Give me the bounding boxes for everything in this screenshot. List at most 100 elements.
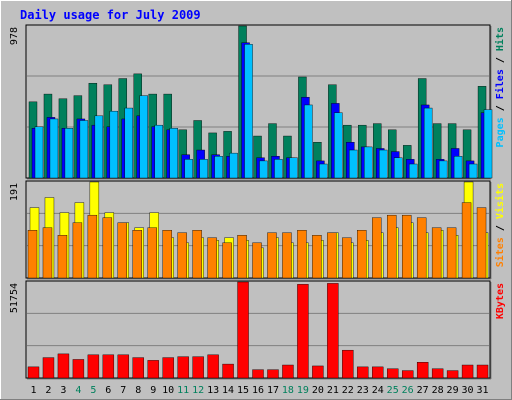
kbytes-bar	[431, 368, 444, 379]
day-label: 30	[462, 385, 474, 396]
kbytes-bar	[372, 366, 384, 379]
sites-bar	[461, 202, 472, 279]
sites-bar	[72, 222, 83, 279]
kbytes-bar	[27, 366, 40, 379]
visits-panel-max-tick-label: 191	[9, 183, 20, 201]
sites-bar	[416, 217, 427, 279]
kbytes-bar	[117, 354, 130, 379]
day-label: 22	[342, 385, 354, 396]
day-axis-labels: 1 2 3 4 5 6 7 8 9 10 11 12 13 14 15 16 17 18 19 20 21 22 23 24 2…	[30, 385, 488, 396]
day-label: 31	[476, 385, 488, 396]
pages-bar	[349, 149, 358, 179]
sites-bar	[102, 217, 113, 279]
kbytes-bar	[222, 363, 234, 379]
day-label: 6	[105, 385, 111, 396]
pages-bar	[79, 120, 89, 179]
sites-bar	[177, 232, 187, 279]
day-label: 26	[402, 385, 414, 396]
pages-bar	[109, 110, 119, 179]
pages-bar	[49, 118, 59, 179]
sites-bar	[387, 214, 397, 279]
legend-pages: Pages	[495, 117, 506, 147]
sites-bar	[147, 227, 157, 279]
kbytes-bar	[461, 364, 474, 379]
kbytes-panel-legend: KBytes	[495, 283, 506, 319]
kbytes-bar	[87, 354, 100, 379]
day-label: 16	[252, 385, 264, 396]
sites-bar	[117, 222, 128, 279]
legend-sites: Sites	[494, 237, 506, 267]
legend-separator: /	[495, 99, 506, 117]
day-label: 24	[372, 385, 384, 396]
kbytes-bar	[237, 281, 249, 379]
day-label: 3	[60, 385, 66, 396]
sites-bar	[252, 242, 262, 279]
pages-bar	[379, 149, 388, 179]
pages-bar	[214, 156, 223, 179]
kbytes-bar	[357, 366, 369, 379]
sites-bar	[312, 235, 322, 279]
sites-bar	[431, 227, 442, 279]
kbytes-bar	[282, 364, 294, 379]
kbytes-bar	[476, 364, 489, 379]
chart-title: Daily usage for July 2009	[20, 8, 201, 22]
sites-bar	[192, 230, 202, 279]
hits-panel-max-tick-label: 978	[9, 27, 20, 45]
pages-bar	[199, 159, 208, 179]
sites-bar	[446, 227, 457, 279]
legend-separator: /	[495, 219, 506, 237]
pages-bar	[184, 159, 193, 179]
day-label: 10	[162, 385, 174, 396]
legend-kbytes: KBytes	[495, 283, 506, 319]
pages-bar	[334, 112, 343, 179]
day-label: 18	[282, 385, 294, 396]
day-label: 15	[237, 385, 249, 396]
day-label: 28	[432, 385, 444, 396]
sites-bar	[207, 237, 217, 279]
kbytes-bar	[327, 283, 339, 379]
sites-bar	[297, 230, 307, 279]
kbytes-bar	[162, 357, 174, 379]
day-label: 17	[267, 385, 279, 396]
day-label: 5	[90, 385, 96, 396]
visits-panel-legend: Sites / Visits	[494, 183, 506, 267]
day-label: 19	[297, 385, 309, 396]
sites-bar	[222, 242, 232, 279]
pages-bar	[259, 160, 268, 179]
kbytes-bar	[72, 359, 85, 379]
sites-bar	[476, 207, 487, 279]
pages-bar	[423, 107, 433, 179]
day-label: 8	[135, 385, 141, 396]
day-label: 14	[222, 385, 234, 396]
pages-bar	[364, 146, 373, 179]
day-label: 4	[75, 385, 81, 396]
kbytes-bar	[102, 354, 115, 379]
kbytes-bar	[416, 362, 429, 379]
sites-bar	[27, 230, 38, 279]
pages-bar	[408, 163, 418, 179]
kbytes-bar	[207, 354, 219, 379]
day-label: 2	[45, 385, 51, 396]
sites-bar	[42, 227, 53, 279]
pages-bar	[64, 128, 74, 179]
pages-bar	[453, 156, 463, 179]
pages-bar	[169, 128, 178, 179]
day-label: 7	[120, 385, 126, 396]
kbytes-bar	[342, 349, 354, 379]
legend-files: Files	[494, 69, 506, 99]
sites-bar	[132, 230, 142, 279]
day-label: 13	[207, 385, 219, 396]
pages-bar	[468, 163, 478, 179]
legend-hits: Hits	[494, 27, 506, 51]
day-label: 1	[30, 385, 36, 396]
day-label: 9	[150, 385, 156, 396]
kbytes-bar	[192, 356, 204, 379]
day-label: 11	[177, 385, 189, 396]
kbytes-bar	[446, 370, 459, 379]
day-label: 20	[312, 385, 324, 396]
pages-bar	[124, 107, 134, 179]
sites-bar	[342, 237, 352, 279]
sites-bar	[372, 217, 382, 279]
day-label: 25	[387, 385, 399, 396]
